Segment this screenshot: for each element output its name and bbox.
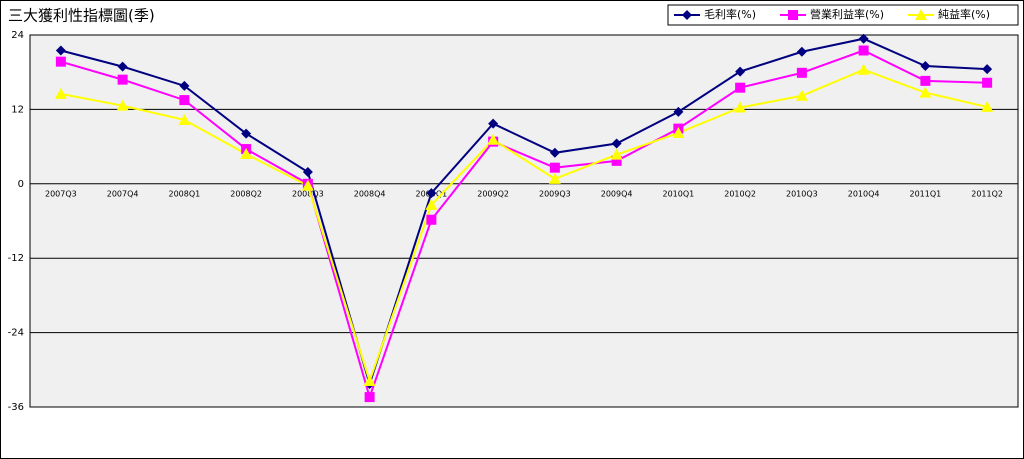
data-point: [364, 392, 375, 403]
data-point: [301, 179, 314, 191]
data-point: [549, 147, 560, 158]
series-line: [60, 37, 988, 388]
data-point: [920, 75, 931, 86]
data-point: [610, 148, 623, 160]
x-tick-label: 2009Q4: [601, 189, 633, 198]
x-tick-label: 2010Q4: [848, 189, 880, 198]
data-point: [734, 101, 747, 113]
data-point: [117, 61, 128, 72]
x-tick-label: 2008Q1: [169, 189, 201, 198]
y-tick-label: 12: [11, 104, 24, 115]
chart-title: 三大獲利性指標圖(季): [8, 7, 155, 25]
data-point: [981, 100, 994, 112]
legend-marker: [788, 10, 798, 20]
data-point: [487, 133, 500, 145]
legend-marker: [915, 9, 927, 20]
data-point: [982, 64, 993, 75]
data-point: [796, 67, 807, 78]
data-point: [55, 56, 66, 67]
x-tick-label: 2008Q2: [230, 189, 262, 198]
x-tick-label: 2009Q3: [539, 189, 571, 198]
data-point: [611, 155, 622, 166]
data-point: [735, 82, 746, 93]
data-point: [549, 162, 560, 173]
data-point: [611, 138, 622, 149]
data-point: [857, 63, 870, 75]
x-tick-label: 2010Q3: [786, 189, 818, 198]
x-tick-label: 2007Q4: [107, 189, 139, 198]
data-point: [919, 86, 932, 98]
data-point: [241, 128, 252, 139]
data-point: [548, 172, 561, 184]
data-point: [672, 126, 685, 138]
x-tick-label: 2011Q2: [971, 189, 1003, 198]
y-tick-label: -12: [8, 253, 24, 264]
data-point: [240, 148, 253, 160]
data-point: [54, 87, 67, 99]
data-point: [55, 45, 66, 56]
data-point: [858, 33, 869, 44]
data-point: [179, 95, 190, 106]
x-tick-label: 2011Q1: [910, 189, 942, 198]
legend-label: 純益率(%): [938, 7, 990, 21]
x-tick-label: 2007Q3: [45, 189, 77, 198]
data-point: [920, 61, 931, 71]
data-point: [117, 74, 128, 85]
series-line: [60, 68, 988, 385]
data-point: [426, 188, 437, 199]
x-tick-label: 2009Q2: [477, 189, 509, 198]
x-tick-label: 2010Q1: [663, 189, 695, 198]
data-point: [795, 89, 808, 101]
x-tick-label: 2008Q4: [354, 189, 386, 198]
y-tick-label: 0: [18, 179, 24, 190]
data-point: [426, 214, 437, 225]
plot-area: [29, 34, 1019, 408]
data-point: [363, 374, 376, 386]
y-tick-label: -24: [8, 328, 24, 339]
data-point: [425, 198, 438, 210]
data-point: [179, 80, 190, 91]
data-point: [982, 77, 993, 88]
data-point: [735, 66, 746, 77]
series-line: [60, 49, 988, 401]
data-point: [116, 99, 129, 111]
legend-box: [667, 4, 1019, 26]
legend-label: 毛利率(%): [704, 7, 756, 21]
y-tick-label: 24: [11, 30, 24, 41]
y-tick-label: -36: [8, 402, 24, 413]
legend-marker: [682, 10, 692, 20]
data-point: [302, 167, 313, 178]
legend-label: 營業利益率(%): [810, 7, 884, 21]
data-point: [673, 106, 684, 117]
x-tick-label: 2010Q2: [724, 189, 756, 198]
data-point: [796, 46, 807, 57]
data-point: [488, 118, 499, 129]
data-point: [178, 113, 191, 125]
data-point: [858, 45, 869, 56]
x-tick-label: 2008Q3: [292, 189, 324, 198]
